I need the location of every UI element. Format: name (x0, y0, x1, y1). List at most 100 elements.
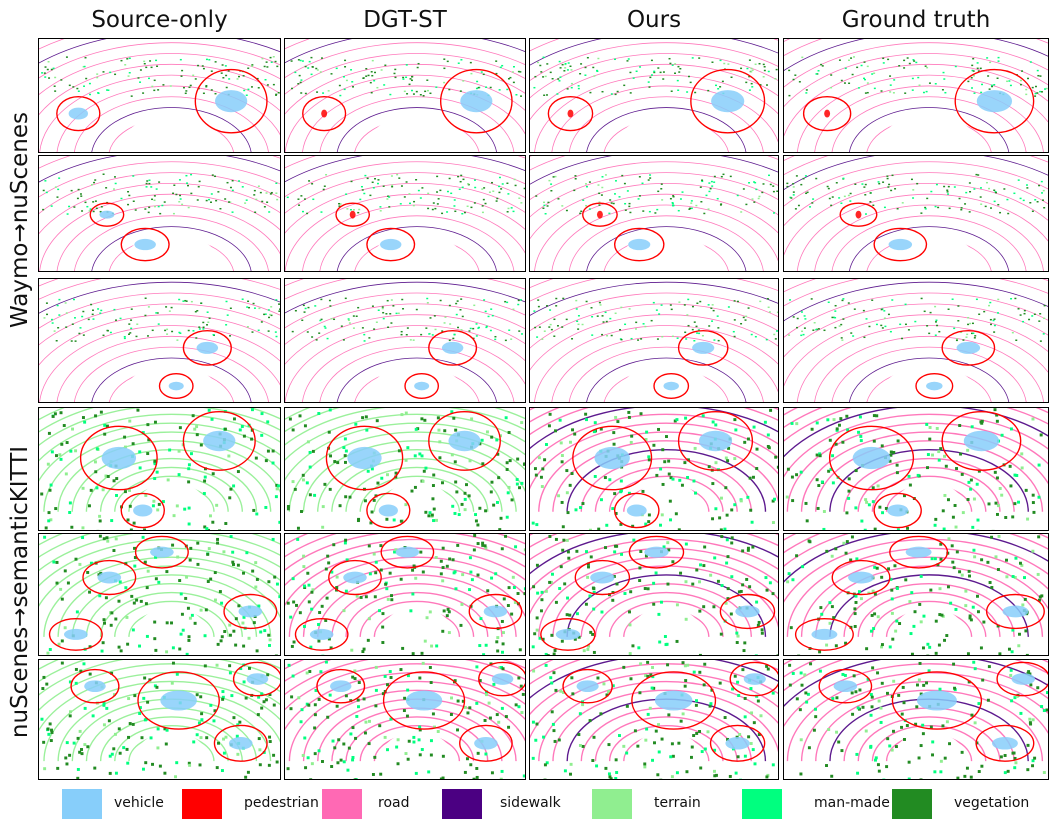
scatter-point (944, 92, 946, 93)
scatter-point (624, 324, 626, 325)
scatter-point (711, 62, 713, 63)
scatter-point (45, 66, 47, 67)
scatter-point (326, 716, 329, 719)
scatter-point (649, 707, 652, 710)
scatter-point (232, 180, 234, 181)
scatter-point (534, 739, 537, 742)
point-cloud-view (285, 156, 525, 271)
scatter-point (964, 604, 967, 607)
scatter-point (66, 441, 69, 444)
scatter-point (803, 178, 805, 179)
object-blob (229, 737, 253, 749)
scatter-point (567, 511, 570, 514)
scatter-point (424, 640, 427, 643)
scatter-point (973, 92, 975, 93)
scatter-point (969, 614, 972, 617)
scatter-point (411, 490, 414, 493)
scatter-point (980, 196, 982, 197)
scatter-point (432, 474, 435, 477)
scatter-point (517, 304, 519, 305)
scatter-point (701, 750, 704, 753)
scatter-point (186, 182, 188, 183)
scatter-point (291, 88, 293, 89)
scatter-point (292, 675, 295, 678)
scatter-point (882, 327, 884, 328)
scatter-point (979, 420, 982, 423)
scatter-point (421, 454, 424, 457)
legend-label-terrain: terrain (654, 795, 701, 811)
scatter-point (475, 767, 478, 770)
scatter-point (708, 304, 710, 305)
scatter-point (747, 549, 750, 552)
scatter-point (119, 752, 122, 755)
scatter-point (199, 181, 201, 182)
scatter-point (152, 330, 154, 331)
scatter-point (506, 461, 509, 464)
scatter-point (831, 697, 834, 700)
scatter-point (421, 187, 423, 188)
scatter-point (402, 77, 404, 78)
scatter-point (755, 336, 757, 337)
scatter-point (88, 504, 91, 507)
scatter-point (144, 494, 147, 497)
scatter-point (638, 691, 641, 694)
scatter-point (457, 176, 459, 177)
scatter-point (309, 466, 312, 469)
scatter-point (355, 715, 358, 718)
scatter-point (535, 523, 538, 526)
scatter-point (884, 317, 886, 318)
point-cloud-view (285, 660, 525, 779)
scatter-point (652, 582, 655, 585)
scatter-point (165, 306, 167, 307)
scatter-point (966, 334, 968, 335)
scatter-point (980, 68, 982, 69)
scatter-point (46, 314, 48, 315)
scatter-point (1026, 184, 1028, 185)
scatter-point (375, 666, 378, 669)
scatter-point (560, 67, 562, 68)
scatter-point (313, 494, 316, 497)
scatter-point (745, 82, 747, 83)
scatter-point (119, 580, 122, 583)
scatter-point (604, 476, 607, 479)
object-blob (834, 680, 858, 692)
scatter-point (788, 664, 791, 667)
scatter-point (348, 318, 350, 319)
scatter-point (953, 566, 956, 569)
scatter-point (600, 611, 603, 614)
scatter-point (973, 75, 975, 76)
scatter-point (686, 91, 688, 92)
scatter-point (980, 92, 982, 93)
scatter-point (750, 711, 753, 714)
scatter-point (81, 316, 83, 317)
scatter-point (664, 635, 667, 638)
scatter-point (407, 327, 409, 328)
scatter-point (661, 738, 664, 741)
scatter-point (883, 310, 885, 311)
scatter-point (322, 505, 325, 508)
scatter-point (344, 89, 346, 90)
scatter-point (307, 307, 309, 308)
scatter-point (854, 308, 856, 309)
scatter-point (944, 757, 947, 760)
scatter-point (694, 447, 697, 450)
scatter-point (613, 443, 616, 446)
scatter-point (490, 330, 492, 331)
scatter-point (964, 203, 966, 204)
scatter-point (629, 308, 631, 309)
scatter-point (594, 475, 597, 478)
scatter-point (324, 185, 326, 186)
scatter-point (317, 69, 319, 70)
scatter-point (957, 305, 959, 306)
scatter-point (538, 306, 540, 307)
scatter-point (82, 662, 85, 665)
scatter-point (789, 684, 792, 687)
scatter-point (147, 335, 149, 336)
scatter-point (682, 661, 685, 664)
scatter-point (466, 711, 469, 714)
scatter-point (437, 429, 440, 432)
scatter-point (454, 211, 456, 212)
scatter-point (902, 686, 905, 689)
scatter-point (521, 333, 523, 334)
scatter-point (316, 339, 318, 340)
